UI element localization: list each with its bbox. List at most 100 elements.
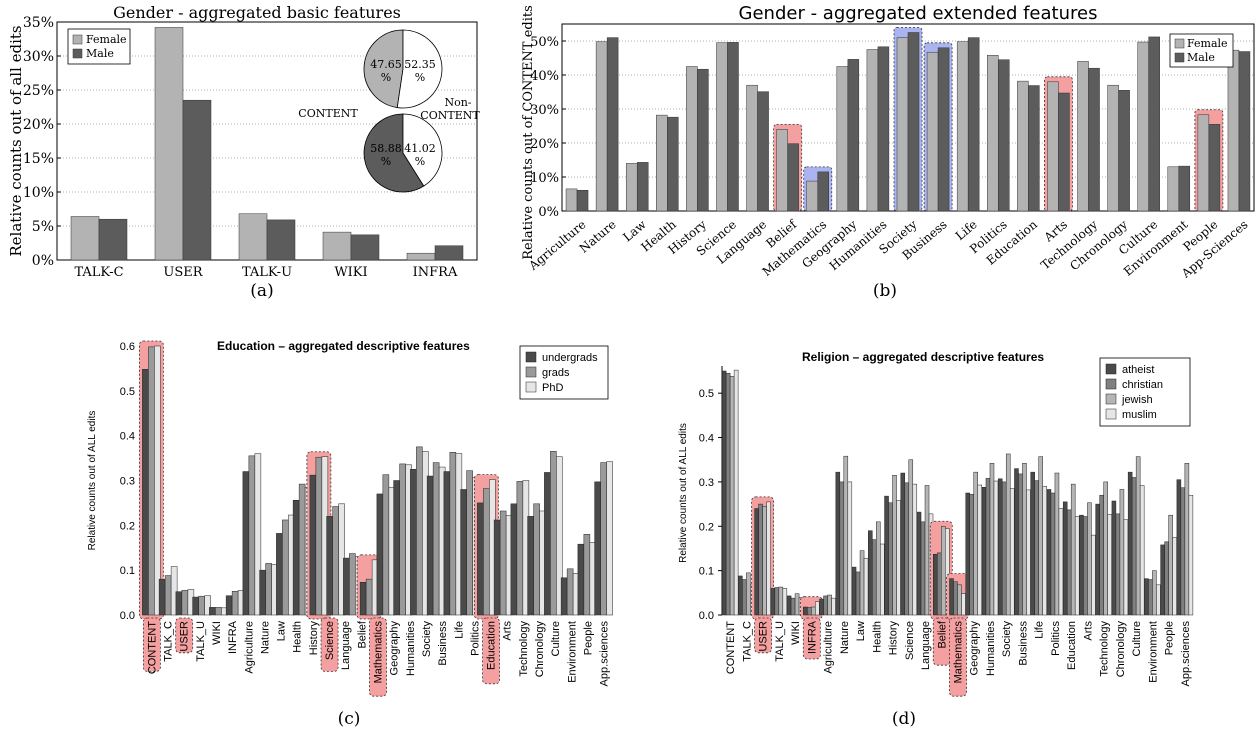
bar-jewish — [1152, 570, 1157, 616]
bar-grads — [231, 590, 239, 616]
bar-jewish — [1054, 472, 1060, 616]
x-tick-label: Chronology — [534, 621, 546, 678]
bar-christian — [1131, 477, 1137, 616]
bar-muslim — [961, 593, 966, 616]
pie-slice-male — [402, 113, 443, 187]
bar-undergrads — [259, 569, 266, 616]
bar-christian — [1115, 513, 1121, 616]
bar-undergrads — [426, 475, 434, 616]
x-tick-label: TALK_C — [741, 621, 753, 662]
bar-undergrads — [158, 578, 166, 616]
y-tick-label: 0.4 — [699, 433, 714, 445]
bar-muslim — [880, 543, 885, 616]
bar-male — [937, 47, 950, 212]
pie-label-male: % — [415, 155, 425, 168]
x-tick-label: Humanities — [405, 621, 417, 677]
y-tick-label: 15% — [23, 151, 54, 167]
pie-label-male: 41.02 — [404, 142, 436, 155]
bar-male — [350, 234, 380, 261]
bar-undergrads — [225, 595, 233, 616]
bar-phd — [556, 456, 563, 616]
bar-muslim — [863, 557, 869, 616]
y-tick-label: 0.5 — [120, 386, 135, 398]
bar-atheist — [1062, 501, 1068, 616]
bar-undergrads — [577, 543, 585, 616]
bar-female — [70, 216, 100, 261]
highlight-label-box — [932, 617, 951, 666]
bar-atheist — [1079, 514, 1084, 616]
x-tick-label: People — [1164, 621, 1176, 655]
bar-christian — [758, 503, 763, 616]
bar-jewish — [1038, 456, 1043, 616]
x-tick-label: Language — [340, 621, 352, 670]
bar-christian — [888, 502, 893, 616]
bar-atheist — [1014, 468, 1019, 616]
x-tick-label: TALK_C — [163, 621, 175, 662]
legend-label: christian — [1122, 379, 1163, 391]
legend-swatch — [1105, 378, 1117, 390]
x-tick-label: History — [888, 621, 900, 656]
bar-christian — [742, 579, 747, 616]
bar-female — [238, 213, 268, 261]
bar-female — [987, 55, 999, 212]
bar-jewish — [1087, 502, 1092, 616]
bar-christian — [1001, 481, 1007, 616]
bar-muslim — [912, 483, 918, 616]
x-tick-label: WIKI — [334, 265, 367, 280]
bar-atheist — [754, 508, 759, 616]
bar-female — [896, 37, 909, 212]
x-tick-label: Culture — [1131, 621, 1143, 656]
chart-title: Religion – aggregated descriptive featur… — [802, 350, 1044, 364]
bar-christian — [1050, 492, 1056, 616]
bar-undergrads — [359, 582, 367, 616]
bar-grads — [298, 483, 306, 616]
x-tick-label: WIKI — [790, 621, 802, 645]
bar-female — [154, 27, 184, 261]
bar-grads — [432, 462, 440, 616]
bar-jewish — [746, 572, 751, 616]
bar-grads — [449, 452, 457, 616]
bar-undergrads — [460, 489, 467, 616]
chart-title: Education – aggregated descriptive featu… — [217, 339, 470, 353]
y-axis-label: Relative counts out of all edits — [7, 25, 25, 256]
x-tick-label: Science — [324, 621, 336, 660]
y-tick-label: 40% — [530, 69, 559, 84]
y-axis-label: Relative counts out of ALL edits — [678, 423, 689, 563]
y-tick-label: 20% — [530, 137, 559, 152]
y-tick-label: 0% — [538, 205, 559, 220]
legend-label: undergrads — [542, 352, 598, 364]
bar-female — [686, 66, 698, 212]
bar-atheist — [738, 575, 743, 616]
bar-christian — [1099, 494, 1104, 616]
x-tick-label: WIKI — [211, 621, 223, 645]
bar-atheist — [965, 492, 970, 616]
y-tick-label: 0.2 — [120, 520, 135, 532]
bar-female — [806, 180, 818, 212]
bar-muslim — [1058, 508, 1064, 616]
x-tick-label: Culture — [550, 621, 562, 656]
bar-male — [847, 59, 860, 212]
legend-swatch — [1105, 363, 1117, 375]
bar-muslim — [1107, 514, 1112, 616]
x-tick-label: Technology — [518, 621, 530, 677]
legend-label: Male — [86, 47, 114, 60]
x-tick-label: Politics — [469, 621, 481, 656]
bar-male — [1088, 67, 1100, 212]
bar-female — [1137, 41, 1149, 212]
legend-label: Female — [86, 33, 127, 46]
bar-female — [1227, 49, 1240, 212]
legend-label: muslim — [1122, 409, 1157, 421]
bar-grads — [516, 481, 524, 616]
x-tick-label: Agriculture — [243, 621, 255, 674]
bar-grads — [282, 519, 289, 616]
bar-undergrads — [493, 519, 501, 616]
legend-label: PhD — [542, 382, 563, 394]
bar-muslim — [766, 501, 771, 616]
y-tick-label: 10% — [530, 171, 559, 186]
bar-female — [595, 41, 608, 212]
y-tick-label: 0.0 — [699, 610, 714, 622]
pie-caption: Non- — [444, 96, 471, 109]
panel-a: 0% 5% 10% 15% 20% 25% 30% 35% TALK-C USER TALK-U WI… — [7, 3, 480, 301]
bar-male — [636, 162, 649, 212]
